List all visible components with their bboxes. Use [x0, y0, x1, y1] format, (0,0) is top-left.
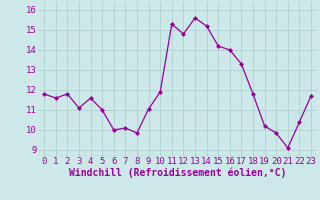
X-axis label: Windchill (Refroidissement éolien,°C): Windchill (Refroidissement éolien,°C)	[69, 168, 286, 178]
